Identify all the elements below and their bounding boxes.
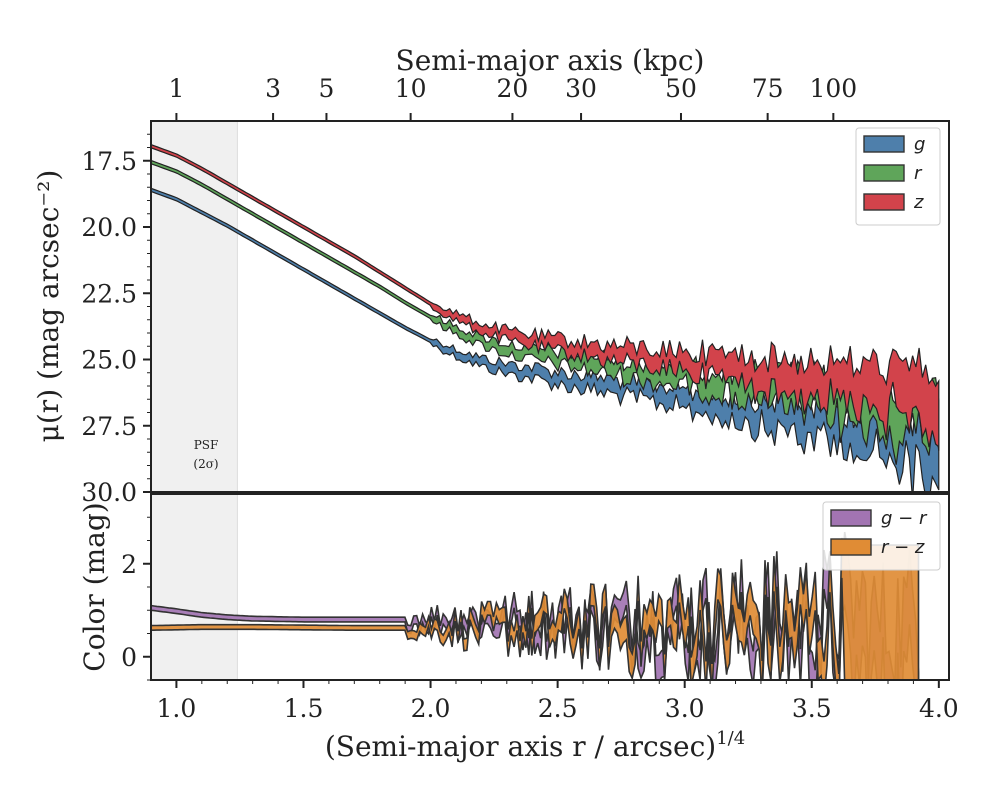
y-tick-label: 2 xyxy=(121,550,137,579)
y-tick-label: 22.5 xyxy=(81,279,137,308)
y-tick-label: 20.0 xyxy=(81,213,137,242)
psf-region-bottom xyxy=(150,493,238,681)
psf-region-top xyxy=(150,120,238,493)
color-y-ticks: 02 xyxy=(121,516,151,681)
top-tick-label: 50 xyxy=(665,74,697,103)
legend-label: g xyxy=(914,134,925,155)
legend-swatch xyxy=(863,164,905,182)
color-legend: g − r r − z xyxy=(822,501,941,571)
color-band-g-r xyxy=(151,531,920,680)
top-tick-label: 1 xyxy=(168,74,184,103)
legend-label: z xyxy=(913,192,924,213)
profile-legend: grz xyxy=(855,127,941,226)
legend-swatch xyxy=(863,193,905,211)
x-tick-label: 3.5 xyxy=(792,694,832,723)
legend-swatch xyxy=(863,135,905,153)
x-tick-label: 3.0 xyxy=(665,694,705,723)
legend-label: r xyxy=(914,163,923,184)
y-tick-label: 30.0 xyxy=(81,478,137,507)
y-tick-label: 17.5 xyxy=(81,147,137,176)
top-axis-ticks: 1 3 5 10 20 30 50 75 100 xyxy=(168,74,857,121)
profile-y-ticks: 17.5 20.0 22.5 25.0 27.5 30.0 xyxy=(81,133,151,507)
x-tick-label: 2.5 xyxy=(538,694,578,723)
top-tick-label: 3 xyxy=(265,74,281,103)
color-layer xyxy=(151,531,920,680)
top-axis-label: Semi-major axis (kpc) xyxy=(396,44,705,77)
legend-swatch xyxy=(830,538,872,556)
x-axis-label: (Semi-major axis r / arcsec)1/4 xyxy=(325,728,745,763)
top-tick-label: 10 xyxy=(395,74,427,103)
x-tick-label: 1.5 xyxy=(284,694,324,723)
color-y-axis-label: Color (mag) xyxy=(78,502,111,671)
x-axis-ticks: 1.0 1.5 2.0 2.5 3.0 3.5 4.0 xyxy=(157,680,959,723)
series-band-g xyxy=(151,187,940,492)
profile-y-axis-label: μ(r) (mag arcsec⁻²) xyxy=(32,170,65,443)
x-tick-label: 2.0 xyxy=(411,694,451,723)
series-band-z xyxy=(151,143,940,449)
legend-swatch xyxy=(830,509,872,527)
psf-label-sigma: (2σ) xyxy=(193,457,218,471)
color-band-r-z xyxy=(151,537,920,680)
profile-layer xyxy=(151,143,940,492)
psf-label: PSF xyxy=(194,438,219,452)
y-tick-label: 27.5 xyxy=(81,412,137,441)
y-tick-label: 0 xyxy=(121,643,137,672)
top-tick-label: 5 xyxy=(319,74,335,103)
legend-label: g − r xyxy=(881,508,928,529)
x-tick-label: 1.0 xyxy=(157,694,197,723)
top-tick-label: 75 xyxy=(752,74,784,103)
series-band-r xyxy=(151,159,940,465)
top-tick-label: 100 xyxy=(809,74,857,103)
x-tick-label: 4.0 xyxy=(919,694,959,723)
top-tick-label: 30 xyxy=(565,74,597,103)
legend-label: r − z xyxy=(881,537,925,558)
y-tick-label: 25.0 xyxy=(81,346,137,375)
top-tick-label: 20 xyxy=(497,74,529,103)
x-axis-label-exponent: 1/4 xyxy=(716,728,745,749)
